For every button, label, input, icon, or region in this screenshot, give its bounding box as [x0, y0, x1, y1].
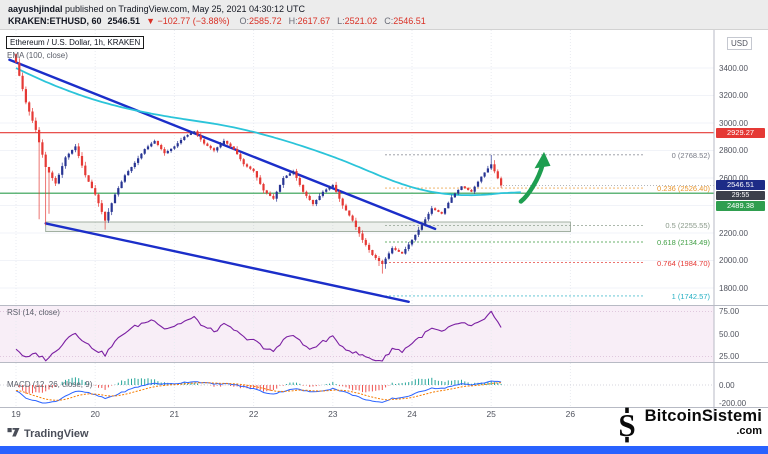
currency-button[interactable]: USD — [727, 37, 752, 50]
open-number: 2585.72 — [249, 16, 282, 26]
last-price: 2546.51 — [107, 16, 141, 26]
bar-countdown-badge: 29:55 — [716, 190, 765, 200]
price-axis[interactable] — [714, 30, 768, 420]
low-value: L:2521.02 — [337, 16, 377, 26]
tradingview-footer-link[interactable]: TradingView — [7, 425, 89, 443]
symbol-interval: KRAKEN:ETHUSD, 60 — [8, 16, 102, 26]
published-line: aayushjindal published on TradingView.co… — [8, 3, 760, 15]
ema-indicator-label: EMA (100, close) — [7, 51, 68, 60]
symbol-line: KRAKEN:ETHUSD, 60 2546.51 ▼ −102.77 (−3.88… — [8, 15, 760, 27]
bitcoinsistemi-watermark[interactable]: S BitcoinSistemi .com — [612, 407, 762, 448]
time-axis[interactable] — [0, 408, 714, 420]
tradingview-wordmark: TradingView — [24, 428, 89, 440]
close-number: 2546.51 — [393, 16, 426, 26]
open-label: O: — [239, 16, 250, 26]
open-value: O:2585.72 — [240, 16, 282, 26]
snapshot-header: aayushjindal published on TradingView.co… — [0, 0, 768, 30]
high-number: 2617.67 — [297, 16, 331, 26]
author-name: aayushjindal — [8, 4, 63, 14]
last-price-badge: 2546.51 — [716, 180, 765, 191]
high-label: H: — [288, 16, 298, 26]
svg-text:S: S — [618, 408, 635, 443]
tradingview-logo-icon — [7, 425, 20, 443]
price-change: ▼ −102.77 (−3.88%) — [146, 16, 230, 26]
support-price-badge: 2489.38 — [716, 200, 765, 211]
published-text: published on TradingView.com, May 25, 20… — [62, 4, 306, 14]
rsi-indicator-label: RSI (14, close) — [7, 308, 60, 317]
low-number: 2521.02 — [344, 16, 378, 26]
close-label: C: — [384, 16, 394, 26]
high-value: H:2617.67 — [289, 16, 331, 26]
watermark-tld: .com — [736, 425, 762, 437]
symbol-legend: Ethereum / U.S. Dollar, 1h, KRAKEN — [6, 36, 145, 49]
low-label: L: — [337, 16, 345, 26]
bitcoinsistemi-logo-icon: S — [612, 407, 642, 448]
bottom-accent-bar — [0, 446, 768, 454]
watermark-name: BitcoinSistemi — [644, 407, 762, 425]
macd-indicator-label: MACD (12, 26, close, 9) — [7, 380, 93, 389]
close-value: C:2546.51 — [384, 16, 426, 26]
resistance-price-badge: 2929.27 — [716, 127, 765, 138]
